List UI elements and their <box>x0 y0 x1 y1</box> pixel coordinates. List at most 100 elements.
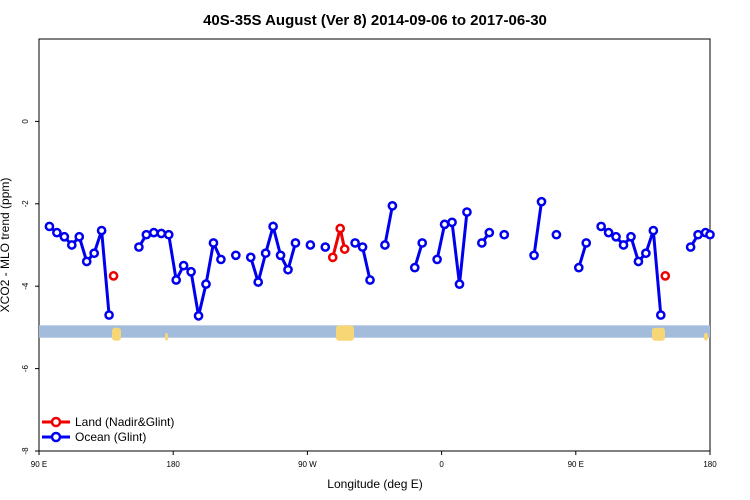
data-point <box>327 252 338 263</box>
y-tick-label: -8 <box>21 447 30 455</box>
x-tick-label: 90 E <box>31 460 47 469</box>
y-tick-label: -2 <box>21 200 30 208</box>
data-point <box>268 221 278 232</box>
data-point <box>74 231 85 242</box>
data-point <box>439 219 450 230</box>
data-point <box>156 228 167 239</box>
data-point <box>611 231 621 242</box>
data-point <box>409 262 420 273</box>
data-point <box>357 242 368 252</box>
series-ocean-glint- <box>44 196 715 321</box>
data-point <box>208 238 219 248</box>
legend-ocean-label: Ocean (Glint) <box>75 430 146 444</box>
data-point <box>201 279 211 289</box>
data-point <box>626 231 636 242</box>
x-tick-label: 180 <box>167 460 181 469</box>
data-point <box>350 238 360 248</box>
data-point <box>484 227 495 238</box>
y-axis-label: XCO2 - MLO trend (ppm) <box>0 178 12 313</box>
data-point <box>693 229 703 240</box>
land-ocean-strip <box>39 325 710 341</box>
series-layer <box>44 196 715 321</box>
data-point <box>96 225 107 236</box>
data-point <box>171 275 182 285</box>
x-tick-label: 0 <box>439 460 444 469</box>
data-point <box>44 221 55 232</box>
data-point <box>417 238 428 248</box>
data-point <box>245 252 256 263</box>
data-point <box>108 271 119 281</box>
data-point <box>603 227 614 238</box>
x-axis-label: Longitude (deg E) <box>327 477 422 491</box>
data-point <box>454 279 465 289</box>
x-tick-label: 90 W <box>298 460 317 469</box>
data-point <box>148 227 159 238</box>
land-patch <box>336 325 354 341</box>
data-point <box>163 229 174 240</box>
data-point <box>320 242 331 252</box>
data-point <box>648 225 659 236</box>
y-tick-label: -6 <box>21 364 30 372</box>
data-point <box>365 275 375 285</box>
data-point <box>499 229 510 240</box>
data-point <box>305 240 316 250</box>
data-point <box>477 238 487 248</box>
data-point <box>230 250 241 261</box>
data-point <box>335 223 346 234</box>
data-point <box>66 240 77 250</box>
data-point <box>260 248 271 259</box>
data-point <box>551 229 562 240</box>
legend-land-label: Land (Nadir&Glint) <box>75 415 174 429</box>
land-patch <box>652 327 665 341</box>
data-point <box>660 271 671 281</box>
land-patch <box>112 327 121 341</box>
data-point <box>685 242 696 252</box>
plot-frame <box>38 38 711 452</box>
legend-ocean-marker <box>50 431 62 443</box>
legend: Land (Nadir&Glint) Ocean (Glint) <box>42 415 174 444</box>
data-point <box>529 250 539 261</box>
data-point <box>283 264 293 275</box>
data-point <box>655 310 666 320</box>
data-point <box>59 231 70 242</box>
data-point <box>193 311 204 321</box>
series-land-nadir-glint- <box>108 223 671 281</box>
series-line <box>532 201 543 256</box>
y-tick-label: 0 <box>21 119 30 124</box>
x-tick-label: 180 <box>703 460 717 469</box>
y-tick-label: -4 <box>21 282 30 290</box>
data-point <box>104 310 114 320</box>
data-point <box>432 254 442 265</box>
land-patch <box>704 332 708 341</box>
data-point <box>178 260 189 271</box>
land-patch <box>165 332 168 341</box>
data-point <box>641 248 651 259</box>
data-point <box>81 256 92 267</box>
data-point <box>253 277 264 287</box>
data-point <box>462 207 472 217</box>
data-point <box>186 266 196 277</box>
series-line <box>383 205 394 246</box>
data-point <box>618 240 629 250</box>
data-point <box>447 217 457 228</box>
data-point <box>380 240 390 250</box>
data-point <box>581 238 592 248</box>
data-point <box>339 244 350 254</box>
data-point <box>705 229 715 240</box>
data-point <box>52 227 62 238</box>
data-point <box>216 254 226 265</box>
y-axis: 0 -2 -4 -6 -8 <box>21 119 39 455</box>
data-point <box>141 229 152 240</box>
ocean-band <box>39 325 710 338</box>
data-point <box>134 242 144 252</box>
data-point <box>290 238 301 248</box>
legend-land-marker <box>50 416 62 428</box>
data-point <box>633 256 644 267</box>
chart-title: 40S-35S August (Ver 8) 2014-09-06 to 201… <box>203 12 547 29</box>
data-point <box>573 262 584 273</box>
data-point <box>536 196 547 207</box>
data-point <box>275 250 286 261</box>
x-axis: 90 E 180 90 W 0 90 E 180 <box>31 451 717 469</box>
data-point <box>89 248 100 259</box>
